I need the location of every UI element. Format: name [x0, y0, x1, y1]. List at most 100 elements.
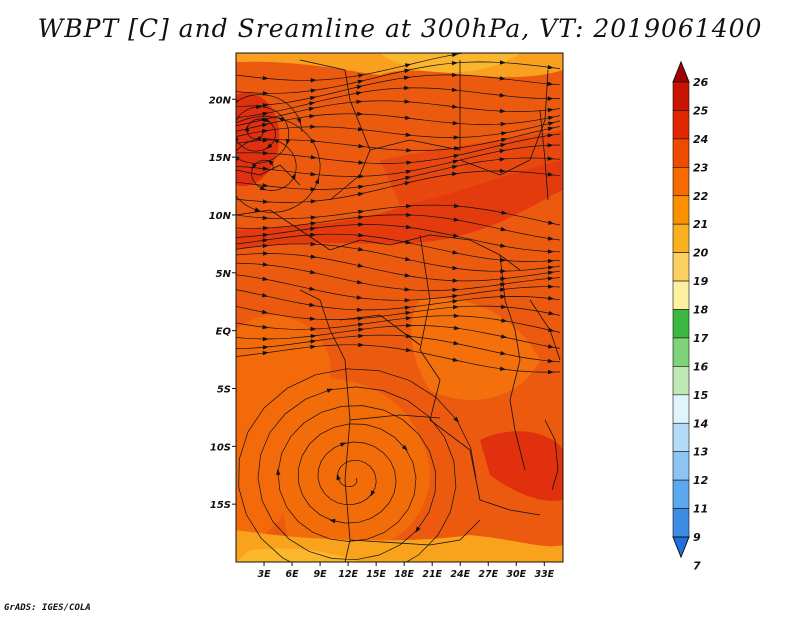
streamline-arrow [357, 192, 365, 197]
lat-tick-label: 10S [210, 442, 231, 453]
streamline-arrow [500, 47, 506, 52]
streamline-arrow [452, 159, 460, 164]
colorbar-label: 9 [693, 531, 701, 544]
streamline-arrow [336, 473, 341, 481]
lon-tick-label: 30E [506, 569, 526, 580]
streamline-arrow [310, 155, 317, 160]
lat-tick-label: 10N [209, 211, 232, 222]
streamline-arrow [404, 298, 411, 303]
streamline-arrow [263, 251, 269, 256]
streamline-arrow [276, 468, 281, 476]
streamline-arrow [262, 91, 269, 96]
streamline-arrow [356, 295, 363, 300]
colorbar-top-arrow [672, 60, 690, 83]
colorbar-label: 19 [693, 275, 709, 288]
streamline-arrow [500, 226, 507, 232]
streamline-arrow [405, 347, 412, 353]
lat-tick-label: 15S [210, 500, 231, 511]
streamline-arrow [404, 68, 411, 74]
streamline-arrow [357, 307, 364, 313]
streamline-arrow [356, 91, 363, 96]
streamline-arrow [547, 276, 554, 281]
colorbar-swatch [672, 223, 690, 253]
streamline [238, 368, 477, 562]
streamline-arrow [404, 305, 411, 310]
streamline-arrow [296, 117, 302, 125]
streamline-arrow [547, 258, 554, 264]
streamline-arrow [500, 121, 507, 127]
streamline-arrow [262, 166, 269, 171]
streamline-arrow [310, 241, 317, 247]
streamline-arrow [547, 121, 555, 126]
streamline-arrow [453, 313, 460, 319]
streamline-arrow [500, 137, 508, 143]
streamline-arrow [500, 294, 507, 299]
colorbar-label: 21 [693, 218, 708, 231]
streamline-arrow [357, 79, 364, 85]
streamline-arrow [405, 310, 412, 316]
streamline-arrow [406, 160, 413, 165]
lon-tick-label: 6E [286, 569, 300, 580]
streamline-arrow [499, 76, 506, 81]
streamline-arrow [310, 215, 317, 220]
wbpt-region-22 [236, 315, 331, 562]
wbpt-region-22 [281, 378, 430, 562]
streamline-arrow [453, 203, 460, 209]
streamline-arrow [262, 324, 269, 330]
streamline-arrow [262, 225, 269, 231]
colorbar-swatch [672, 280, 690, 310]
streamline [236, 116, 321, 213]
streamline-arrow [547, 369, 554, 375]
lat-tick-label: 15N [209, 153, 232, 164]
streamline-arrow [452, 305, 460, 310]
streamline-arrow [356, 85, 363, 90]
wbpt-region-23 [380, 130, 563, 205]
streamline-arrow [453, 146, 461, 151]
streamline-arrow [358, 327, 365, 332]
streamline-arrow [358, 73, 365, 78]
streamline-arrow [452, 250, 459, 255]
colorbar-label: 14 [693, 417, 708, 430]
streamline [236, 87, 561, 119]
streamline-arrow [453, 217, 460, 222]
streamline-arrow [452, 357, 459, 362]
streamline-arrow [404, 256, 412, 262]
streamline-arrow [309, 95, 317, 101]
streamline-arrow [358, 322, 365, 327]
streamline-arrow [451, 164, 459, 170]
lon-tick-label: 12E [338, 569, 358, 580]
streamline-arrow [261, 117, 269, 123]
wbpt-region-22 [411, 298, 540, 400]
longitude-axis: 3E 6E 9E 12E 15E 18E 21E 24E 27E 30E 33E [257, 562, 555, 580]
streamline-arrow [451, 104, 459, 109]
colorbar-swatch [672, 81, 690, 111]
streamline-arrow [262, 103, 269, 108]
streamline-arrow [305, 568, 312, 574]
streamline-arrow [254, 207, 261, 212]
streamline-arrow [500, 350, 507, 356]
streamline-arrow [405, 132, 412, 137]
streamline-arrow [547, 172, 554, 177]
colorbar-swatch [672, 138, 690, 168]
streamline-arrow [262, 138, 269, 143]
streamline-arrow [262, 199, 269, 204]
streamline-arrow [406, 148, 413, 153]
streamline-arrow [310, 326, 317, 332]
streamline-arrow [285, 138, 291, 146]
streamline-arrow [547, 107, 554, 113]
streamline-arrow [358, 333, 365, 339]
streamline-arrow [547, 344, 555, 349]
streamline-arrow [358, 215, 365, 220]
streamline-arrow [452, 265, 459, 271]
colorbar-label: 12 [693, 474, 709, 487]
lon-tick-label: 21E [422, 569, 442, 580]
streamline-arrow [262, 215, 269, 221]
streamline-arrow [262, 183, 269, 188]
streamline [236, 94, 303, 164]
country-boundaries [236, 59, 561, 562]
lat-tick-label: EQ [216, 327, 232, 338]
streamline-arrow [357, 246, 365, 252]
streamline [236, 144, 561, 177]
colorbar-swatch [672, 337, 690, 367]
wbpt-region-20 [236, 548, 360, 562]
